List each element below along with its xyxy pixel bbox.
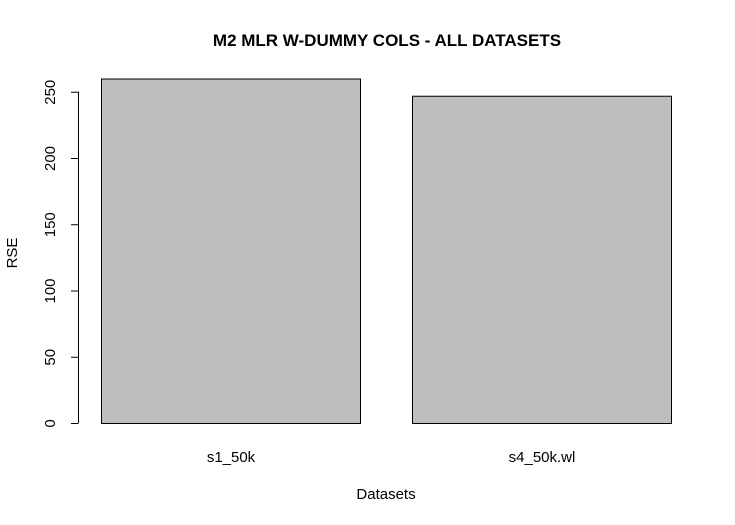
x-axis-label: Datasets <box>356 486 415 503</box>
y-axis-label: RSE <box>4 238 21 269</box>
chart-title: M2 MLR W-DUMMY COLS - ALL DATASETS <box>213 31 561 50</box>
y-tick-label: 150 <box>42 212 59 237</box>
y-tick-label: 50 <box>42 349 59 366</box>
y-axis: 0 50 100 150 200 250 <box>42 80 79 428</box>
y-tick-label: 100 <box>42 278 59 303</box>
y-tick-label: 250 <box>42 80 59 105</box>
bar-s4_50k.wl <box>412 95 672 424</box>
y-tick-label: 200 <box>42 146 59 171</box>
bar-s1_50k <box>101 78 361 424</box>
bars-group <box>101 78 672 424</box>
x-tick-label-s1_50k: s1_50k <box>207 449 256 466</box>
y-tick-label: 0 <box>42 419 59 427</box>
x-tick-label-s4_50k.wl: s4_50k.wl <box>509 449 576 466</box>
x-tick-labels: s1_50k s4_50k.wl <box>207 449 576 466</box>
